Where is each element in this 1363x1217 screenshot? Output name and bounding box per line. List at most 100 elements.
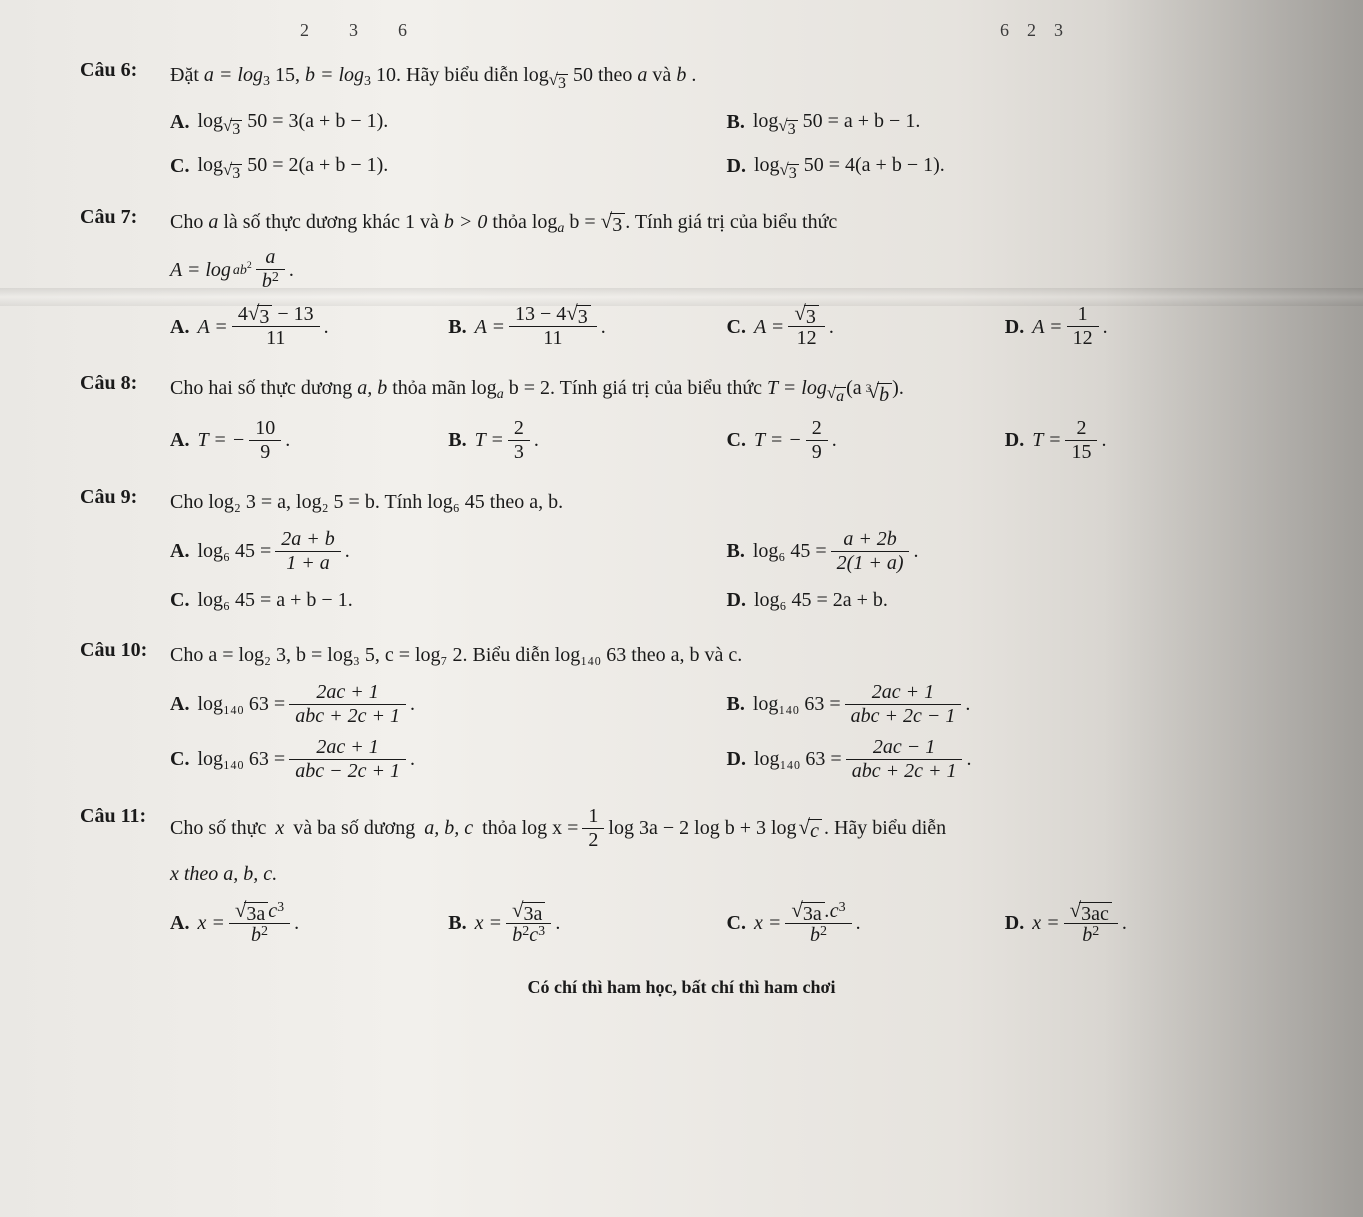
option-b: B. x = √3ab2c3.	[448, 896, 726, 951]
text: và ba số dương	[293, 812, 415, 844]
text: ).	[892, 377, 904, 399]
stem: Cho a = log₂ 3, b = log₃ 5, c = log₇ 2. …	[170, 639, 1283, 671]
opt-letter: C.	[170, 583, 189, 617]
text: a	[208, 211, 218, 233]
question-label: Câu 8:	[80, 372, 170, 395]
question-body: Đặt a = log3 15, b = log3 10. Hãy biểu d…	[170, 59, 1283, 188]
opt-letter: A.	[170, 687, 189, 721]
expr: T = 215.	[1032, 417, 1106, 464]
options: A. x = √3ac3b2. B. x = √3ab2c3. C. x = √…	[170, 896, 1283, 951]
opt-letter: D.	[1005, 310, 1024, 344]
options: A. A = 4√3 − 1311. B. A = 13 − 4√311. C.…	[170, 299, 1283, 354]
sub: 3	[263, 74, 270, 89]
footer-motto: Có chí thì ham học, bất chí thì ham chơi	[80, 977, 1283, 998]
text: log₆ 45 = a + b − 1.	[197, 583, 352, 617]
expr: A = 112.	[1032, 303, 1107, 350]
expr: T = −109.	[197, 417, 290, 464]
frag: 3	[349, 20, 358, 41]
text: b =	[564, 211, 600, 233]
option-d: D.log₆ 45 = 2a + b.	[727, 579, 1284, 621]
expr: T = −29.	[754, 417, 837, 464]
text: a	[637, 64, 647, 86]
text: 10. Hãy biểu diễn log	[376, 64, 549, 86]
expr: log₆ 45 = a + 2b2(1 + a).	[753, 528, 919, 575]
opt-letter: D.	[1005, 423, 1024, 457]
option-c: C.log₁₄₀ 63 = 2ac + 1abc − 2c + 1.	[170, 732, 727, 787]
question-8: Câu 8: Cho hai số thực dương a, b thỏa m…	[80, 372, 1283, 468]
option-b: B. A = 13 − 4√311.	[448, 299, 726, 354]
question-9: Câu 9: Cho log₂ 3 = a, log₂ 5 = b. Tính …	[80, 486, 1283, 621]
cbrt: 3√b	[862, 381, 893, 404]
option-b: B.T = 23.	[448, 413, 726, 468]
option-c: C. A = √312.	[727, 299, 1005, 354]
option-a: A.log₁₄₀ 63 = 2ac + 1abc + 2c + 1.	[170, 677, 727, 732]
question-body: Cho a là số thực dương khác 1 và b > 0 t…	[170, 206, 1283, 354]
option-c: C.T = −29.	[727, 413, 1005, 468]
text: a, b, c	[424, 812, 473, 844]
text: A = log	[170, 254, 231, 286]
expr: log₁₄₀ 63 = 2ac + 1abc − 2c + 1.	[197, 736, 415, 783]
options: A.log₁₄₀ 63 = 2ac + 1abc + 2c + 1. B.log…	[170, 677, 1283, 787]
text: a, b	[357, 377, 387, 399]
opt-letter: D.	[727, 742, 746, 776]
equation: A = logab2 a b2 .	[170, 246, 294, 293]
opt-letter: A.	[170, 906, 189, 940]
opt-letter: B.	[727, 105, 745, 139]
opt-letter: B.	[448, 423, 466, 457]
expr: log₁₄₀ 63 = 2ac + 1abc + 2c − 1.	[753, 681, 971, 728]
option-b: B.log₆ 45 = a + 2b2(1 + a).	[727, 524, 1284, 579]
option-d: D.T = 215.	[1005, 413, 1283, 468]
sub: ab2	[233, 258, 252, 282]
text: log√3 50 = 3(a + b − 1).	[197, 104, 388, 140]
option-d: D. x = √3acb2.	[1005, 896, 1283, 951]
numerator: a	[256, 246, 285, 270]
frag: 6	[398, 20, 407, 41]
sub: 3	[364, 74, 371, 89]
page: 2 3 6 6 2 3 Câu 6: Đặt a = log3 15, b = …	[0, 0, 1363, 1217]
text: (a	[846, 377, 862, 399]
text: 15,	[275, 64, 305, 86]
option-c: C.log√3 50 = 2(a + b − 1).	[170, 144, 727, 188]
expr: log₆ 45 = 2a + b1 + a.	[197, 528, 349, 575]
options: A.T = −109. B.T = 23. C.T = −29. D.T = 2…	[170, 413, 1283, 468]
text: b = 2. Tính giá trị của biểu thức	[504, 377, 767, 399]
option-b: B.log₁₄₀ 63 = 2ac + 1abc + 2c − 1.	[727, 677, 1284, 732]
fraction: 12	[582, 805, 604, 852]
option-a: A.log√3 50 = 3(a + b − 1).	[170, 100, 727, 144]
option-c: C. x = √3a.c3b2.	[727, 896, 1005, 951]
stem: Cho số thực x và ba số dương a, b, c thỏ…	[170, 805, 946, 852]
question-label: Câu 11:	[80, 805, 170, 828]
sub: a	[497, 387, 504, 402]
frag-r: 6	[1000, 20, 1009, 40]
opt-letter: A.	[170, 310, 189, 344]
opt-letter: C.	[727, 310, 746, 344]
text: log 3a − 2 log b + 3 log	[608, 812, 796, 844]
opt-letter: A.	[170, 534, 189, 568]
sub-sqrt: √3	[549, 72, 568, 89]
question-11: Câu 11: Cho số thực x và ba số dương a, …	[80, 805, 1283, 951]
question-7: Câu 7: Cho a là số thực dương khác 1 và …	[80, 206, 1283, 354]
stem: Cho log₂ 3 = a, log₂ 5 = b. Tính log₆ 45…	[170, 486, 1283, 518]
text: log√3 50 = a + b − 1.	[753, 104, 921, 140]
expr: x = √3ab2c3.	[475, 900, 561, 947]
sub-sqrt: √a	[827, 385, 846, 402]
question-body: Cho hai số thực dương a, b thỏa mãn loga…	[170, 372, 1283, 468]
question-body: Cho a = log₂ 3, b = log₃ 5, c = log₇ 2. …	[170, 639, 1283, 787]
opt-letter: B.	[448, 310, 466, 344]
frag: 6 2 3	[1000, 20, 1063, 41]
options: A.log√3 50 = 3(a + b − 1). B.log√3 50 = …	[170, 100, 1283, 188]
option-a: A. x = √3ac3b2.	[170, 896, 448, 951]
stem: Cho a là số thực dương khác 1 và b > 0 t…	[170, 206, 1283, 240]
option-d: D.log₁₄₀ 63 = 2ac − 1abc + 2c + 1.	[727, 732, 1284, 787]
text: log₆ 45 = 2a + b.	[754, 583, 888, 617]
text: . Hãy biểu diễn	[824, 812, 946, 844]
question-body: Cho log₂ 3 = a, log₂ 5 = b. Tính log₆ 45…	[170, 486, 1283, 621]
opt-letter: B.	[727, 534, 745, 568]
dot: .	[289, 254, 294, 286]
stem: Cho hai số thực dương a, b thỏa mãn loga…	[170, 372, 1283, 407]
text: là số thực dương khác 1 và	[218, 211, 444, 233]
question-6: Câu 6: Đặt a = log3 15, b = log3 10. Hãy…	[80, 59, 1283, 188]
expr: A = 13 − 4√311.	[475, 303, 606, 350]
question-10: Câu 10: Cho a = log₂ 3, b = log₃ 5, c = …	[80, 639, 1283, 787]
sqrt: √3	[601, 211, 626, 234]
